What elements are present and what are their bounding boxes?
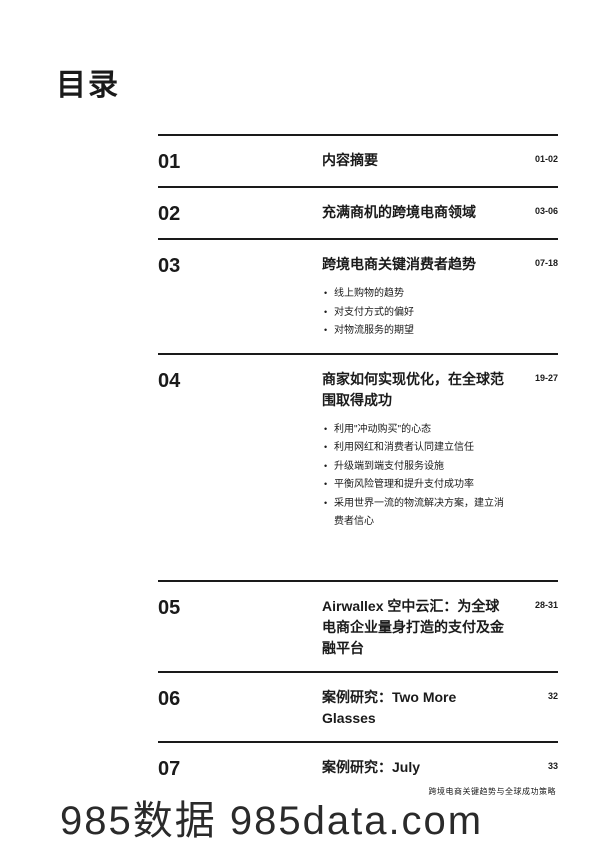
toc-title: 跨境电商关键消费者趋势 (322, 254, 510, 275)
toc-row: 02 充满商机的跨境电商领域 03-06 (158, 186, 558, 238)
toc-subitem: 升级端到端支付服务设施 (322, 458, 510, 477)
toc-row: 01 内容摘要 01-02 (158, 134, 558, 186)
toc-sublist: 线上购物的趋势 对支付方式的偏好 对物流服务的期望 (322, 285, 510, 341)
page-title: 目录 (56, 60, 558, 104)
toc-title: 商家如何实现优化，在全球范围取得成功 (322, 369, 510, 411)
toc-pages: 28-31 (510, 596, 558, 610)
toc-pages: 03-06 (510, 202, 558, 216)
toc-title: 充满商机的跨境电商领域 (322, 202, 510, 223)
toc-title: 案例研究：July (322, 757, 510, 778)
toc-number: 05 (158, 596, 322, 620)
toc-number: 03 (158, 254, 322, 278)
toc-subitem: 对支付方式的偏好 (322, 304, 510, 323)
toc-number: 06 (158, 687, 322, 711)
toc-pages: 33 (510, 757, 558, 771)
toc-number: 01 (158, 150, 322, 174)
toc-pages: 01-02 (510, 150, 558, 164)
toc-title: 案例研究：Two More Glasses (322, 687, 510, 729)
toc-subitem: 利用"冲动购买"的心态 (322, 421, 510, 440)
toc-subitem: 利用网红和消费者认同建立信任 (322, 439, 510, 458)
toc-subitem: 对物流服务的期望 (322, 322, 510, 341)
toc-subitem: 采用世界一流的物流解决方案，建立消费者信心 (322, 495, 510, 532)
toc-container: 01 内容摘要 01-02 02 充满商机的跨境电商领域 03-06 03 跨境… (158, 134, 558, 793)
watermark-text: 985数据 985data.com (60, 788, 483, 846)
toc-row: 07 案例研究：July 33 (158, 741, 558, 793)
toc-title: 内容摘要 (322, 150, 510, 171)
toc-pages: 32 (510, 687, 558, 701)
toc-row: 04 商家如何实现优化，在全球范围取得成功 利用"冲动购买"的心态 利用网红和消… (158, 353, 558, 544)
toc-row: 06 案例研究：Two More Glasses 32 (158, 671, 558, 741)
toc-number: 07 (158, 757, 322, 781)
toc-pages: 19-27 (510, 369, 558, 383)
toc-number: 02 (158, 202, 322, 226)
toc-sublist: 利用"冲动购买"的心态 利用网红和消费者认同建立信任 升级端到端支付服务设施 平… (322, 421, 510, 532)
toc-row: 05 Airwallex 空中云汇：为全球电商企业量身打造的支付及金融平台 28… (158, 580, 558, 671)
toc-row: 03 跨境电商关键消费者趋势 线上购物的趋势 对支付方式的偏好 对物流服务的期望… (158, 238, 558, 353)
toc-number: 04 (158, 369, 322, 393)
spacer (158, 544, 558, 580)
toc-subitem: 平衡风险管理和提升支付成功率 (322, 476, 510, 495)
toc-title: Airwallex 空中云汇：为全球电商企业量身打造的支付及金融平台 (322, 596, 510, 659)
toc-subitem: 线上购物的趋势 (322, 285, 510, 304)
toc-pages: 07-18 (510, 254, 558, 268)
